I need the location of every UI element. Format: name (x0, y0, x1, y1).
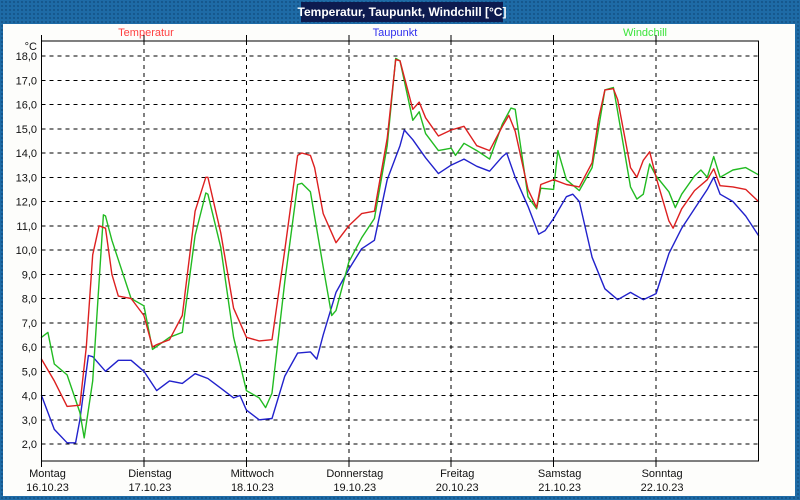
svg-text:10,0: 10,0 (16, 245, 37, 257)
day-name-label: Freitag (440, 468, 474, 480)
window-title: Temperatur, Taupunkt, Windchill [°C] (297, 5, 507, 19)
series-line-temperatur (40, 58, 760, 408)
svg-text:12,0: 12,0 (16, 197, 37, 209)
plot-background (41, 41, 759, 461)
x-gridlines-ticks-and-labels: Montag 16.10.23 Dienstag 17.10.23 Mittwoch 18… (26, 35, 683, 494)
plot-frame (41, 40, 759, 462)
day-date-label: 21.10.23 (538, 482, 581, 494)
title-box: Temperatur, Taupunkt, Windchill [°C] (298, 2, 506, 22)
day-name-label: Montag (29, 468, 66, 480)
day-name-label: Mittwoch (231, 468, 274, 480)
svg-text:8,0: 8,0 (22, 294, 37, 306)
svg-text:6,0: 6,0 (22, 342, 37, 354)
day-date-label: 20.10.23 (436, 482, 479, 494)
series-line-taupunkt (40, 129, 760, 444)
svg-text:13,0: 13,0 (16, 172, 37, 184)
day-date-label: 19.10.23 (333, 482, 376, 494)
day-name-label: Donnerstag (326, 468, 383, 480)
svg-text:3,0: 3,0 (22, 415, 37, 427)
svg-text:11,0: 11,0 (16, 221, 37, 233)
day-name-label: Sonntag (642, 468, 683, 480)
svg-text:14,0: 14,0 (16, 148, 37, 160)
svg-text:16,0: 16,0 (16, 100, 37, 112)
svg-text:18,0: 18,0 (16, 51, 37, 63)
y-gridlines-and-labels: 18,0 17,0 16,0 15,0 14,0 13,0 12,0 11,0 10,0 9,0 8… (16, 51, 759, 451)
svg-text:5,0: 5,0 (22, 366, 37, 378)
svg-text:4,0: 4,0 (22, 391, 37, 403)
legend-temperatur: Temperatur (118, 27, 174, 39)
legend-taupunkt: Taupunkt (372, 27, 418, 39)
day-date-label: 16.10.23 (26, 482, 69, 494)
svg-text:2,0: 2,0 (22, 439, 37, 451)
svg-text:17,0: 17,0 (16, 75, 37, 87)
day-date-label: 18.10.23 (231, 482, 274, 494)
title-bar: Temperatur, Taupunkt, Windchill [°C] (0, 0, 800, 24)
day-date-label: 17.10.23 (129, 482, 172, 494)
y-axis-unit-label: °C (25, 41, 37, 53)
svg-text:15,0: 15,0 (16, 124, 37, 136)
day-date-label: 22.10.23 (641, 482, 684, 494)
svg-text:7,0: 7,0 (22, 318, 37, 330)
svg-text:9,0: 9,0 (22, 269, 37, 281)
day-name-label: Dienstag (128, 468, 171, 480)
day-name-label: Samstag (538, 468, 581, 480)
